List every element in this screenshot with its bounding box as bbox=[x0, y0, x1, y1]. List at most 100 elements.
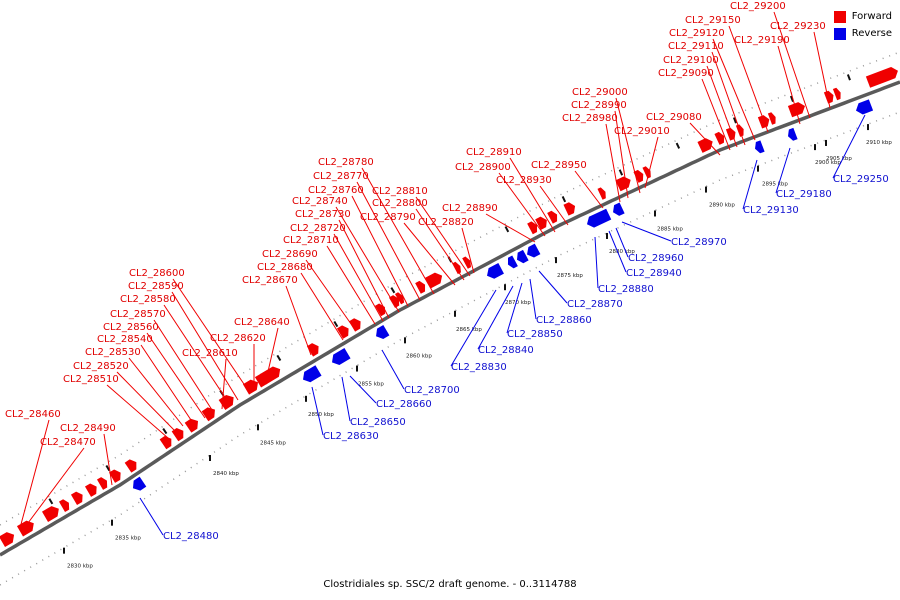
forward-leader-line bbox=[711, 51, 746, 146]
forward-gene bbox=[201, 407, 215, 422]
tick-mark bbox=[867, 124, 869, 131]
forward-leader-line bbox=[140, 344, 194, 424]
forward-gene-label: CL2_28900 bbox=[455, 162, 511, 173]
reverse-gene-label: CL2_28850 bbox=[507, 329, 563, 340]
reverse-gene bbox=[526, 243, 541, 258]
forward-leader-line bbox=[813, 31, 831, 109]
forward-strand-mark bbox=[390, 287, 396, 294]
forward-gene bbox=[394, 292, 405, 305]
forward-gene bbox=[865, 66, 898, 88]
forward-gene-label: CL2_29150 bbox=[685, 15, 741, 26]
reverse-leader-line bbox=[742, 159, 758, 210]
forward-strand-mark bbox=[618, 169, 624, 176]
reverse-leader-line bbox=[139, 497, 164, 536]
forward-leader-line bbox=[539, 185, 569, 226]
reverse-gene bbox=[755, 140, 765, 154]
forward-gene bbox=[462, 256, 472, 269]
forward-gene-label: CL2_28780 bbox=[318, 157, 374, 168]
forward-gene bbox=[96, 477, 108, 490]
forward-gene-label: CL2_28720 bbox=[290, 223, 346, 234]
tick-label: 2880 kbp bbox=[609, 249, 635, 255]
reverse-gene bbox=[516, 249, 529, 264]
legend-reverse: Reverse bbox=[833, 25, 892, 42]
forward-gene bbox=[259, 366, 281, 385]
reverse-leader-line bbox=[477, 285, 514, 350]
reverse-leader-line bbox=[381, 349, 405, 390]
tick-mark bbox=[555, 257, 557, 264]
forward-leader-line bbox=[351, 195, 409, 307]
legend: Forward Reverse bbox=[833, 8, 892, 42]
reverse-gene bbox=[132, 476, 147, 491]
reverse-leader-line bbox=[832, 114, 866, 179]
forward-gene bbox=[642, 166, 651, 179]
tick-mark bbox=[209, 455, 211, 461]
forward-leader-line bbox=[644, 136, 659, 189]
forward-leader-line bbox=[498, 172, 546, 237]
forward-leader-line bbox=[615, 97, 641, 194]
forward-gene-label: CL2_29120 bbox=[669, 28, 725, 39]
tick-label: 2900 kbp bbox=[815, 160, 841, 166]
forward-gene-label: CL2_28600 bbox=[129, 268, 185, 279]
forward-gene bbox=[767, 112, 776, 125]
reverse-gene-label: CL2_28870 bbox=[567, 299, 623, 310]
forward-leader-line bbox=[712, 38, 756, 141]
forward-gene bbox=[306, 343, 319, 357]
reverse-leader-line bbox=[775, 147, 791, 194]
forward-strand-mark bbox=[504, 226, 510, 233]
forward-gene-label: CL2_28800 bbox=[372, 198, 428, 209]
forward-gene-label: CL2_29080 bbox=[646, 112, 702, 123]
forward-gene-label: CL2_28640 bbox=[234, 317, 290, 328]
forward-leader-line bbox=[27, 447, 85, 524]
forward-gene bbox=[697, 138, 713, 153]
forward-gene-label: CL2_28950 bbox=[531, 160, 587, 171]
forward-gene-label: CL2_28520 bbox=[73, 361, 129, 372]
forward-leader-line bbox=[605, 123, 621, 203]
tick-label: 2845 kbp bbox=[260, 440, 286, 446]
tick-label: 2870 kbp bbox=[505, 300, 531, 306]
legend-forward: Forward bbox=[833, 8, 892, 25]
forward-gene-label: CL2_28990 bbox=[571, 100, 627, 111]
reverse-leader-line bbox=[529, 278, 537, 320]
forward-leader-line bbox=[128, 357, 184, 427]
forward-gene bbox=[348, 318, 361, 332]
tick-mark bbox=[404, 337, 406, 344]
forward-gene-label: CL2_28740 bbox=[292, 196, 348, 207]
forward-gene bbox=[425, 272, 443, 289]
reverse-gene bbox=[303, 365, 322, 383]
tick-mark bbox=[504, 284, 506, 291]
tick-label: 2885 kbp bbox=[657, 226, 683, 232]
tick-mark bbox=[654, 210, 656, 217]
reverse-leader-line bbox=[608, 230, 627, 273]
tick-mark bbox=[454, 310, 456, 317]
reverse-gene-label: CL2_28960 bbox=[628, 253, 684, 264]
forward-leader-line bbox=[689, 122, 721, 156]
forward-gene-label: CL2_28730 bbox=[295, 209, 351, 220]
reverse-gene-label: CL2_28480 bbox=[163, 531, 219, 542]
reverse-gene-label: CL2_28630 bbox=[323, 431, 379, 442]
reverse-gene-label: CL2_28700 bbox=[404, 385, 460, 396]
reverse-leader-line bbox=[538, 270, 568, 304]
forward-leader-line bbox=[106, 384, 169, 439]
forward-gene bbox=[535, 216, 547, 230]
forward-gene-label: CL2_28610 bbox=[182, 348, 238, 359]
forward-gene bbox=[84, 483, 97, 497]
forward-gene bbox=[58, 499, 70, 512]
forward-strand-mark bbox=[48, 498, 54, 505]
forward-strand-mark bbox=[561, 196, 567, 203]
reverse-leader-line bbox=[594, 236, 599, 289]
forward-strand-mark bbox=[162, 428, 168, 435]
forward-leader-line bbox=[116, 371, 178, 434]
forward-leader-line bbox=[300, 272, 344, 341]
forward-gene-label: CL2_28470 bbox=[40, 437, 96, 448]
forward-gene-label: CL2_28930 bbox=[496, 175, 552, 186]
forward-gene bbox=[159, 435, 172, 450]
forward-gene-label: CL2_29010 bbox=[614, 126, 670, 137]
forward-leader-line bbox=[338, 219, 390, 319]
forward-leader-line bbox=[614, 110, 629, 199]
forward-gene-label: CL2_29110 bbox=[668, 41, 724, 52]
forward-gene bbox=[108, 469, 121, 483]
forward-leader-line bbox=[146, 332, 206, 419]
tick-mark bbox=[111, 519, 113, 526]
